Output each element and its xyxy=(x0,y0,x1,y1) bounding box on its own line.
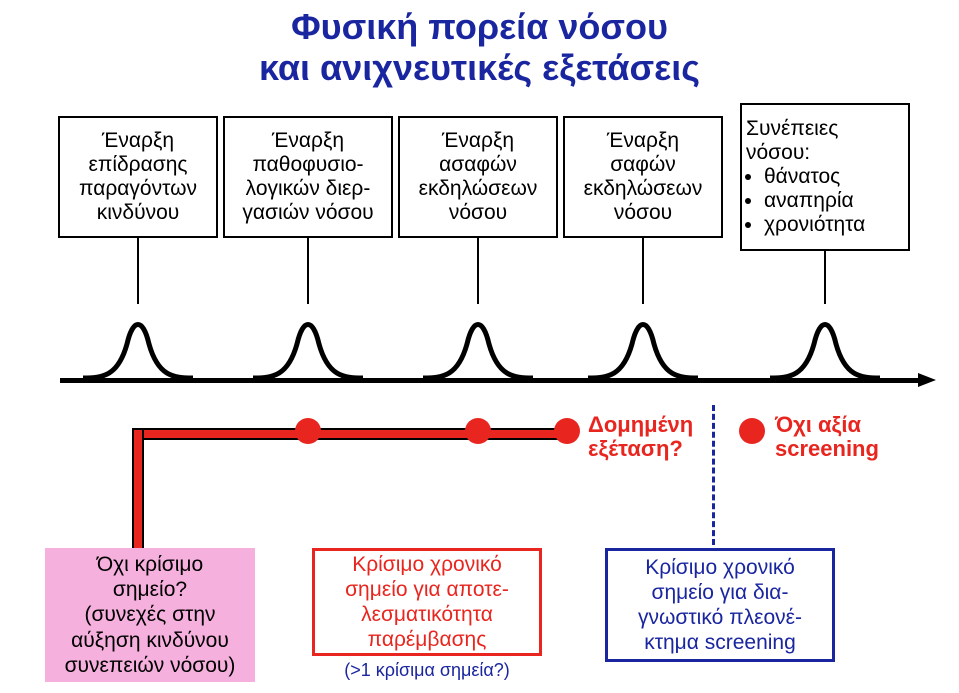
topbox-1-line3: γασιών νόσου xyxy=(242,201,373,225)
no-value-screening-label: Όχι αξία screening xyxy=(775,413,879,461)
red-l2: λεσματικότητα xyxy=(361,602,493,627)
no-value-l1: Όχι αξία xyxy=(775,412,861,437)
bell-0 xyxy=(83,304,193,380)
diagram-title: Φυσική πορεία νόσου και ανιχνευτικές εξε… xyxy=(0,6,959,89)
red-box-note: (>1 κρίσιμα σημεία?) xyxy=(312,660,542,681)
botbox-critical-effectiveness: Κρίσιμο χρονικό σημείο για αποτε- λεσματ… xyxy=(312,548,542,656)
no-value-l2: screening xyxy=(775,436,879,461)
consequences-list: θάνατος αναπηρία χρονιότητα xyxy=(746,165,865,237)
topbox-0-line2: παραγόντων xyxy=(79,177,197,201)
red-dot-0 xyxy=(295,418,321,444)
topbox-1-line0: Έναρξη xyxy=(272,129,344,153)
topbox-1-line2: λογικών διερ- xyxy=(246,177,371,201)
bell-2 xyxy=(423,304,533,380)
topbox-clear-onset: Έναρξη σαφών εκδηλώσεων νόσου xyxy=(563,116,723,238)
topbox-2-line0: Έναρξη xyxy=(442,129,514,153)
pink-l2: (συνεχές στην xyxy=(84,602,215,627)
red-dot-1 xyxy=(465,418,491,444)
blue-l0: Κρίσιμο χρονικό xyxy=(645,555,795,580)
topbox-2-line3: νόσου xyxy=(449,201,507,225)
topbox-3-line1: σαφών xyxy=(610,153,676,177)
topbox-0-line1: επίδρασης xyxy=(88,153,187,177)
bell-1 xyxy=(253,304,363,380)
blue-l2: γνωστικό πλεονέ- xyxy=(638,605,802,630)
consequences-header: Συνέπειες νόσου: xyxy=(746,117,904,165)
diagram-stage: Φυσική πορεία νόσου και ανιχνευτικές εξε… xyxy=(0,0,959,693)
stem-3 xyxy=(642,238,644,304)
red-dot-2 xyxy=(554,418,580,444)
bell-4 xyxy=(770,304,880,380)
stem-0 xyxy=(137,238,139,304)
pink-l4: συνεπειών νόσου) xyxy=(65,653,236,678)
red-l0: Κρίσιμο χρονικό xyxy=(352,552,502,577)
topbox-risk-onset: Έναρξη επίδρασης παραγόντων κινδύνου xyxy=(58,116,218,238)
topbox-1-line1: παθοφυσιο- xyxy=(252,153,363,177)
title-line1: Φυσική πορεία νόσου xyxy=(291,6,668,47)
structured-exam-label: Δομημένη εξέταση? xyxy=(588,413,693,461)
topbox-3-line2: εκδηλώσεων xyxy=(584,177,703,201)
topbox-consequences: Συνέπειες νόσου: θάνατος αναπηρία χρονιό… xyxy=(740,103,910,251)
topbox-pathophys-onset: Έναρξη παθοφυσιο- λογικών διερ- γασιών ν… xyxy=(223,116,393,238)
bell-3 xyxy=(588,304,698,380)
topbox-2-line1: ασαφών xyxy=(439,153,517,177)
stem-1 xyxy=(307,238,309,304)
structured-exam-l2: εξέταση? xyxy=(588,436,683,461)
consequence-death: θάνατος xyxy=(764,165,865,189)
timeline-arrowhead xyxy=(918,373,936,387)
stem-4 xyxy=(824,251,826,304)
consequence-chronicity: χρονιότητα xyxy=(764,213,865,237)
red-range-bar xyxy=(132,428,572,440)
red-l1: σημείο για αποτε- xyxy=(345,577,509,602)
topbox-0-line0: Έναρξη xyxy=(102,129,174,153)
stem-2 xyxy=(477,238,479,304)
pink-l1: σημείο? xyxy=(113,577,187,602)
red-dot-3 xyxy=(739,418,765,444)
botbox-critical-diagnostic: Κρίσιμο χρονικό σημείο για δια- γνωστικό… xyxy=(605,548,835,662)
blue-l1: σημείο για δια- xyxy=(652,580,789,605)
pink-l0: Όχι κρίσιμο xyxy=(97,552,203,577)
title-line2: και ανιχνευτικές εξετάσεις xyxy=(259,47,700,88)
topbox-3-line0: Έναρξη xyxy=(607,129,679,153)
red-l3: παρέμβασης xyxy=(368,627,487,652)
dashed-separator xyxy=(712,405,715,545)
consequence-disability: αναπηρία xyxy=(764,189,865,213)
pink-l3: αύξηση κινδύνου xyxy=(71,628,229,653)
red-range-vertical xyxy=(132,428,144,550)
topbox-2-line2: εκδηλώσεων xyxy=(419,177,538,201)
topbox-0-line3: κινδύνου xyxy=(97,201,180,225)
botbox-no-critical-point: Όχι κρίσιμο σημείο? (συνεχές στην αύξηση… xyxy=(45,548,255,682)
timeline-axis xyxy=(60,378,920,383)
structured-exam-l1: Δομημένη xyxy=(588,412,693,437)
blue-l3: κτημα screening xyxy=(644,630,796,655)
topbox-vague-onset: Έναρξη ασαφών εκδηλώσεων νόσου xyxy=(398,116,558,238)
topbox-3-line3: νόσου xyxy=(614,201,672,225)
